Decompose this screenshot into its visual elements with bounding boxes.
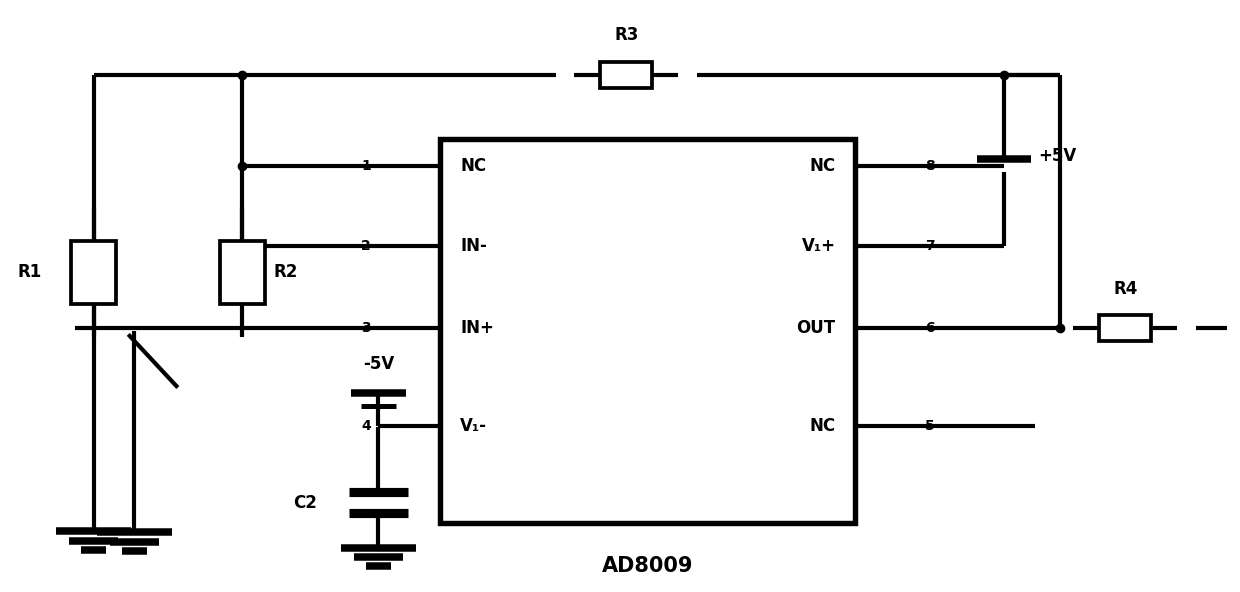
Text: 2: 2 — [361, 239, 371, 253]
Text: C2: C2 — [293, 494, 316, 511]
Text: OUT: OUT — [796, 320, 836, 337]
Bar — [71, 241, 115, 304]
Text: V₁-: V₁- — [460, 417, 487, 435]
Text: IN+: IN+ — [460, 320, 494, 337]
Text: IN-: IN- — [460, 237, 487, 255]
Text: AD8009: AD8009 — [603, 556, 693, 576]
Text: 8: 8 — [925, 159, 935, 173]
Text: R4: R4 — [1114, 280, 1137, 298]
Text: 6: 6 — [925, 321, 934, 336]
Text: NC: NC — [810, 417, 836, 435]
Text: NC: NC — [460, 157, 486, 175]
Text: 1: 1 — [361, 159, 371, 173]
Bar — [600, 62, 652, 88]
Text: R3: R3 — [614, 26, 639, 44]
Bar — [440, 140, 856, 523]
Text: 5: 5 — [925, 419, 935, 433]
Text: -5V: -5V — [363, 355, 394, 373]
Text: V₁+: V₁+ — [801, 237, 836, 255]
Text: R1: R1 — [17, 263, 42, 281]
Text: 7: 7 — [925, 239, 934, 253]
Text: R2: R2 — [273, 263, 298, 281]
Text: NC: NC — [810, 157, 836, 175]
Bar — [219, 241, 264, 304]
Text: +5V: +5V — [1039, 147, 1076, 165]
Text: 4: 4 — [361, 419, 371, 433]
Text: 3: 3 — [361, 321, 371, 336]
Bar — [1100, 316, 1152, 342]
